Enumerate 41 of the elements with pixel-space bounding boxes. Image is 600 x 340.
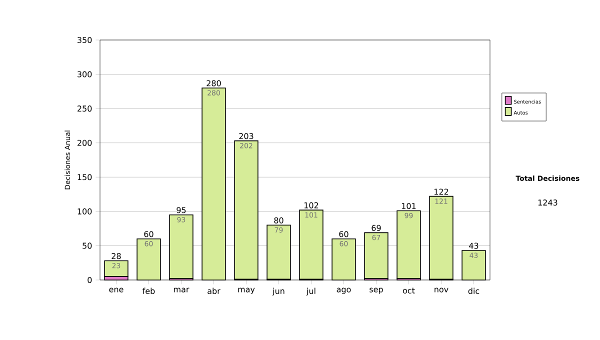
bar xyxy=(364,232,388,280)
x-tick-label: abr xyxy=(208,288,220,294)
bar xyxy=(169,214,194,280)
bar xyxy=(234,140,258,280)
bar xyxy=(396,210,421,280)
x-tick-label: ago xyxy=(336,288,351,294)
x-tick-label: may xyxy=(238,288,255,294)
text: 1243 xyxy=(538,200,558,206)
y-tick-label: 350 xyxy=(78,36,92,44)
total-label: 69 xyxy=(372,224,381,231)
total-label: 203 xyxy=(239,133,254,140)
bar xyxy=(104,260,128,277)
total-label: 60 xyxy=(339,231,348,238)
x-tick-label: jul xyxy=(306,288,316,296)
x-tick-label: dic xyxy=(468,288,480,294)
x-tick-label: ene xyxy=(109,288,124,292)
y-tick-label: 300 xyxy=(78,71,92,78)
total-label: 60 xyxy=(144,231,154,238)
total-label: 28 xyxy=(112,253,121,260)
y-tick-label: 0 xyxy=(88,276,92,284)
total-label: 80 xyxy=(274,217,284,224)
x-tick-label: feb xyxy=(142,288,155,294)
total-label: 280 xyxy=(206,80,221,86)
bar xyxy=(266,224,291,280)
bar xyxy=(299,210,324,280)
total-label: 43 xyxy=(469,242,478,249)
total-label: 102 xyxy=(304,202,318,208)
y-tick-label: 250 xyxy=(78,106,92,112)
x-tick-label: nov xyxy=(434,288,448,292)
y-tick-label: 200 xyxy=(78,140,92,146)
x-tick-label: oct xyxy=(402,288,415,294)
total-label: 101 xyxy=(402,202,416,210)
bar xyxy=(429,196,454,280)
x-tick-label: jun xyxy=(272,288,284,296)
total-label: 122 xyxy=(434,188,448,195)
y-tick-label: 50 xyxy=(82,242,92,249)
y-tick-label: 150 xyxy=(78,174,92,180)
total-label: 95 xyxy=(176,207,186,214)
x-tick-label: sep xyxy=(370,288,383,294)
y-tick-label: 100 xyxy=(78,208,92,214)
x-tick-label: mar xyxy=(174,288,190,292)
